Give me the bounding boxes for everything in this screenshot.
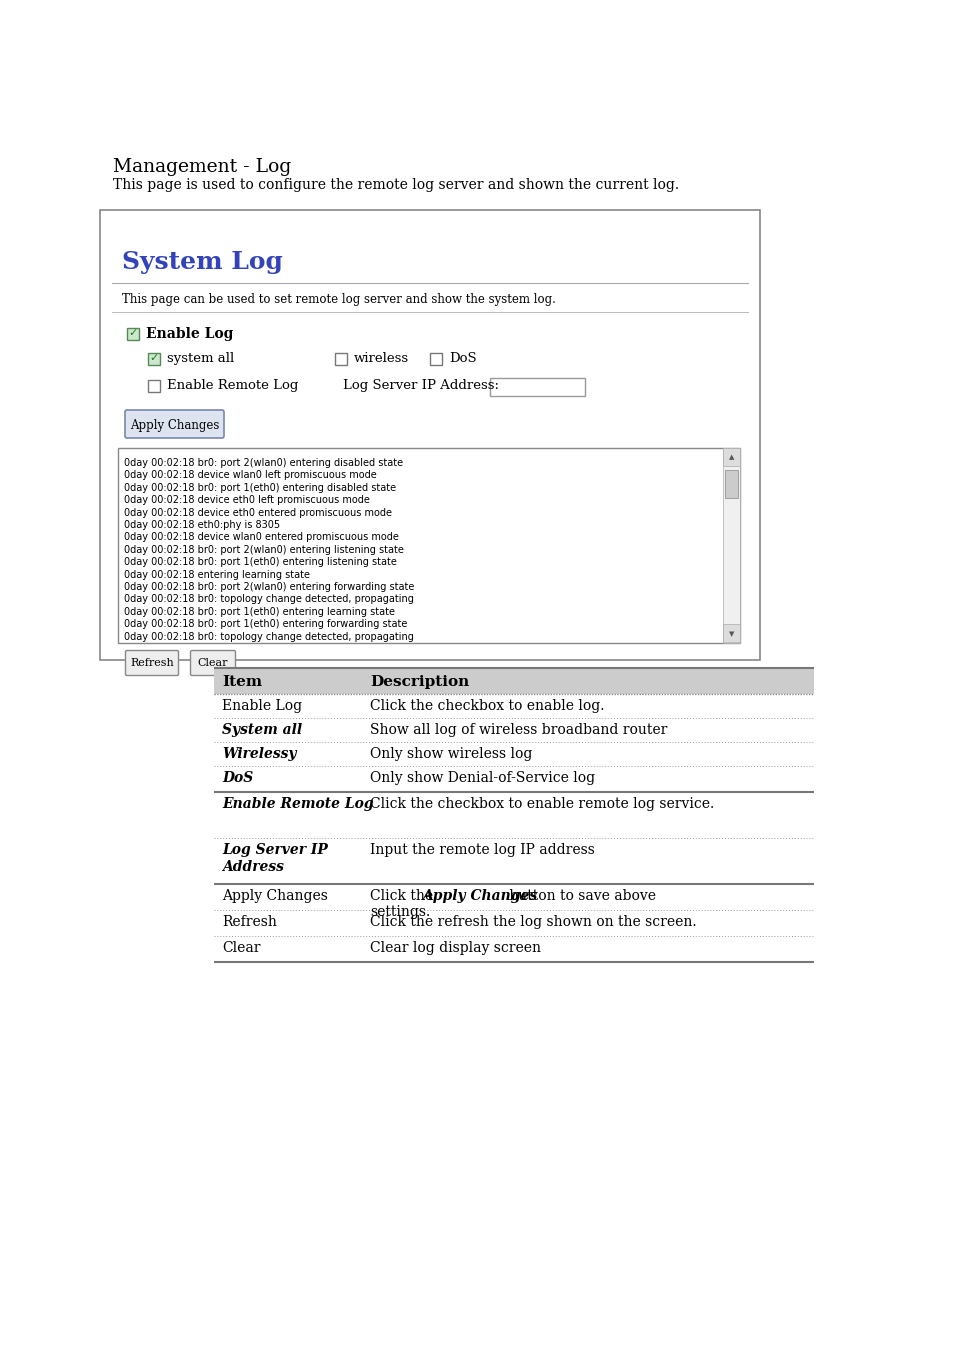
Text: This page is used to configure the remote log server and shown the current log.: This page is used to configure the remot… xyxy=(112,178,679,192)
Text: System all: System all xyxy=(222,723,302,738)
Text: Enable Remote Log: Enable Remote Log xyxy=(222,797,374,811)
Text: 0day 00:02:18 device eth0 left promiscuous mode: 0day 00:02:18 device eth0 left promiscuo… xyxy=(124,496,370,505)
Text: Management - Log: Management - Log xyxy=(112,158,291,176)
Text: DoS: DoS xyxy=(222,771,253,785)
Text: Only show Denial-of-Service log: Only show Denial-of-Service log xyxy=(370,771,595,785)
Text: Description: Description xyxy=(370,676,469,689)
Text: This page can be used to set remote log server and show the system log.: This page can be used to set remote log … xyxy=(122,293,556,305)
Bar xyxy=(722,624,740,642)
Text: Log Server IP
Address: Log Server IP Address xyxy=(222,843,328,874)
Text: ✓: ✓ xyxy=(150,353,158,363)
Bar xyxy=(724,470,738,499)
Text: ✓: ✓ xyxy=(128,328,137,338)
Text: 0day 00:02:18 br0: port 2(wlan0) entering forwarding state: 0day 00:02:18 br0: port 2(wlan0) enterin… xyxy=(124,582,414,592)
Text: Apply Changes: Apply Changes xyxy=(130,419,219,431)
Text: Enable Log: Enable Log xyxy=(222,698,302,713)
Text: 0day 00:02:18 br0: port 1(eth0) entering forwarding state: 0day 00:02:18 br0: port 1(eth0) entering… xyxy=(124,619,407,630)
Text: Log Server IP Address:: Log Server IP Address: xyxy=(343,380,498,392)
Bar xyxy=(213,667,813,694)
Text: 0day 00:02:18 br0: topology change detected, propagating: 0day 00:02:18 br0: topology change detec… xyxy=(124,594,414,604)
Text: Refresh: Refresh xyxy=(130,658,173,667)
Text: DoS: DoS xyxy=(449,353,476,365)
Bar xyxy=(722,449,740,466)
Bar xyxy=(100,209,760,661)
Text: settings.: settings. xyxy=(370,905,430,919)
Text: wireless: wireless xyxy=(354,353,409,365)
Bar xyxy=(148,353,160,365)
Text: Enable Remote Log: Enable Remote Log xyxy=(167,380,298,392)
Text: Only show wireless log: Only show wireless log xyxy=(370,747,532,761)
Text: 0day 00:02:18 device eth0 entered promiscuous mode: 0day 00:02:18 device eth0 entered promis… xyxy=(124,508,392,517)
Text: 0day 00:02:18 device wlan0 entered promiscuous mode: 0day 00:02:18 device wlan0 entered promi… xyxy=(124,532,398,542)
Bar xyxy=(430,353,441,365)
Text: Clear log display screen: Clear log display screen xyxy=(370,942,540,955)
Text: 0day 00:02:18 device wlan0 left promiscuous mode: 0day 00:02:18 device wlan0 left promiscu… xyxy=(124,470,376,481)
Text: Show all log of wireless broadband router: Show all log of wireless broadband route… xyxy=(370,723,667,738)
Text: Click the checkbox to enable remote log service.: Click the checkbox to enable remote log … xyxy=(370,797,714,811)
FancyBboxPatch shape xyxy=(125,409,224,438)
Text: Enable Log: Enable Log xyxy=(146,327,233,340)
Text: Click the refresh the log shown on the screen.: Click the refresh the log shown on the s… xyxy=(370,915,696,929)
Text: 0day 00:02:18 br0: port 1(eth0) entering learning state: 0day 00:02:18 br0: port 1(eth0) entering… xyxy=(124,607,395,617)
Bar xyxy=(722,449,740,643)
Text: Click the: Click the xyxy=(370,889,437,902)
Text: 0day 00:02:18 br0: port 1(eth0) entering listening state: 0day 00:02:18 br0: port 1(eth0) entering… xyxy=(124,557,396,567)
Text: Wirelessy: Wirelessy xyxy=(222,747,296,761)
Text: 0day 00:02:18 br0: topology change detected, propagating: 0day 00:02:18 br0: topology change detec… xyxy=(124,632,414,642)
Text: Apply Changes: Apply Changes xyxy=(222,889,328,902)
Text: 0day 00:02:18 eth0:phy is 8305: 0day 00:02:18 eth0:phy is 8305 xyxy=(124,520,280,530)
Bar xyxy=(335,353,347,365)
Text: system all: system all xyxy=(167,353,234,365)
FancyBboxPatch shape xyxy=(191,650,235,676)
Text: Click the checkbox to enable log.: Click the checkbox to enable log. xyxy=(370,698,604,713)
Bar xyxy=(118,449,740,643)
Text: 0day 00:02:18 entering learning state: 0day 00:02:18 entering learning state xyxy=(124,570,310,580)
Text: 0day 00:02:18 br0: port 2(wlan0) entering listening state: 0day 00:02:18 br0: port 2(wlan0) enterin… xyxy=(124,544,403,555)
Text: Apply Changes: Apply Changes xyxy=(421,889,537,902)
Text: ▼: ▼ xyxy=(728,631,734,638)
Text: System Log: System Log xyxy=(122,250,283,274)
Bar xyxy=(148,380,160,392)
Text: 0day 00:02:18 br0: port 1(eth0) entering disabled state: 0day 00:02:18 br0: port 1(eth0) entering… xyxy=(124,482,395,493)
FancyBboxPatch shape xyxy=(126,650,178,676)
Bar xyxy=(490,378,584,396)
Text: Clear: Clear xyxy=(222,942,260,955)
Text: button to save above: button to save above xyxy=(504,889,656,902)
Text: Clear: Clear xyxy=(197,658,228,667)
Text: Refresh: Refresh xyxy=(222,915,276,929)
Text: ▲: ▲ xyxy=(728,454,734,459)
Bar xyxy=(127,328,139,340)
Text: 0day 00:02:18 br0: port 2(wlan0) entering disabled state: 0day 00:02:18 br0: port 2(wlan0) enterin… xyxy=(124,458,403,467)
Text: Input the remote log IP address: Input the remote log IP address xyxy=(370,843,595,857)
Text: Item: Item xyxy=(222,676,262,689)
